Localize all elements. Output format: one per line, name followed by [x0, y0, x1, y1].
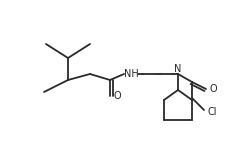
Text: O: O	[209, 84, 217, 94]
Text: O: O	[113, 91, 121, 101]
Text: Cl: Cl	[207, 107, 217, 117]
Text: NH: NH	[124, 69, 138, 79]
Text: N: N	[174, 64, 182, 74]
